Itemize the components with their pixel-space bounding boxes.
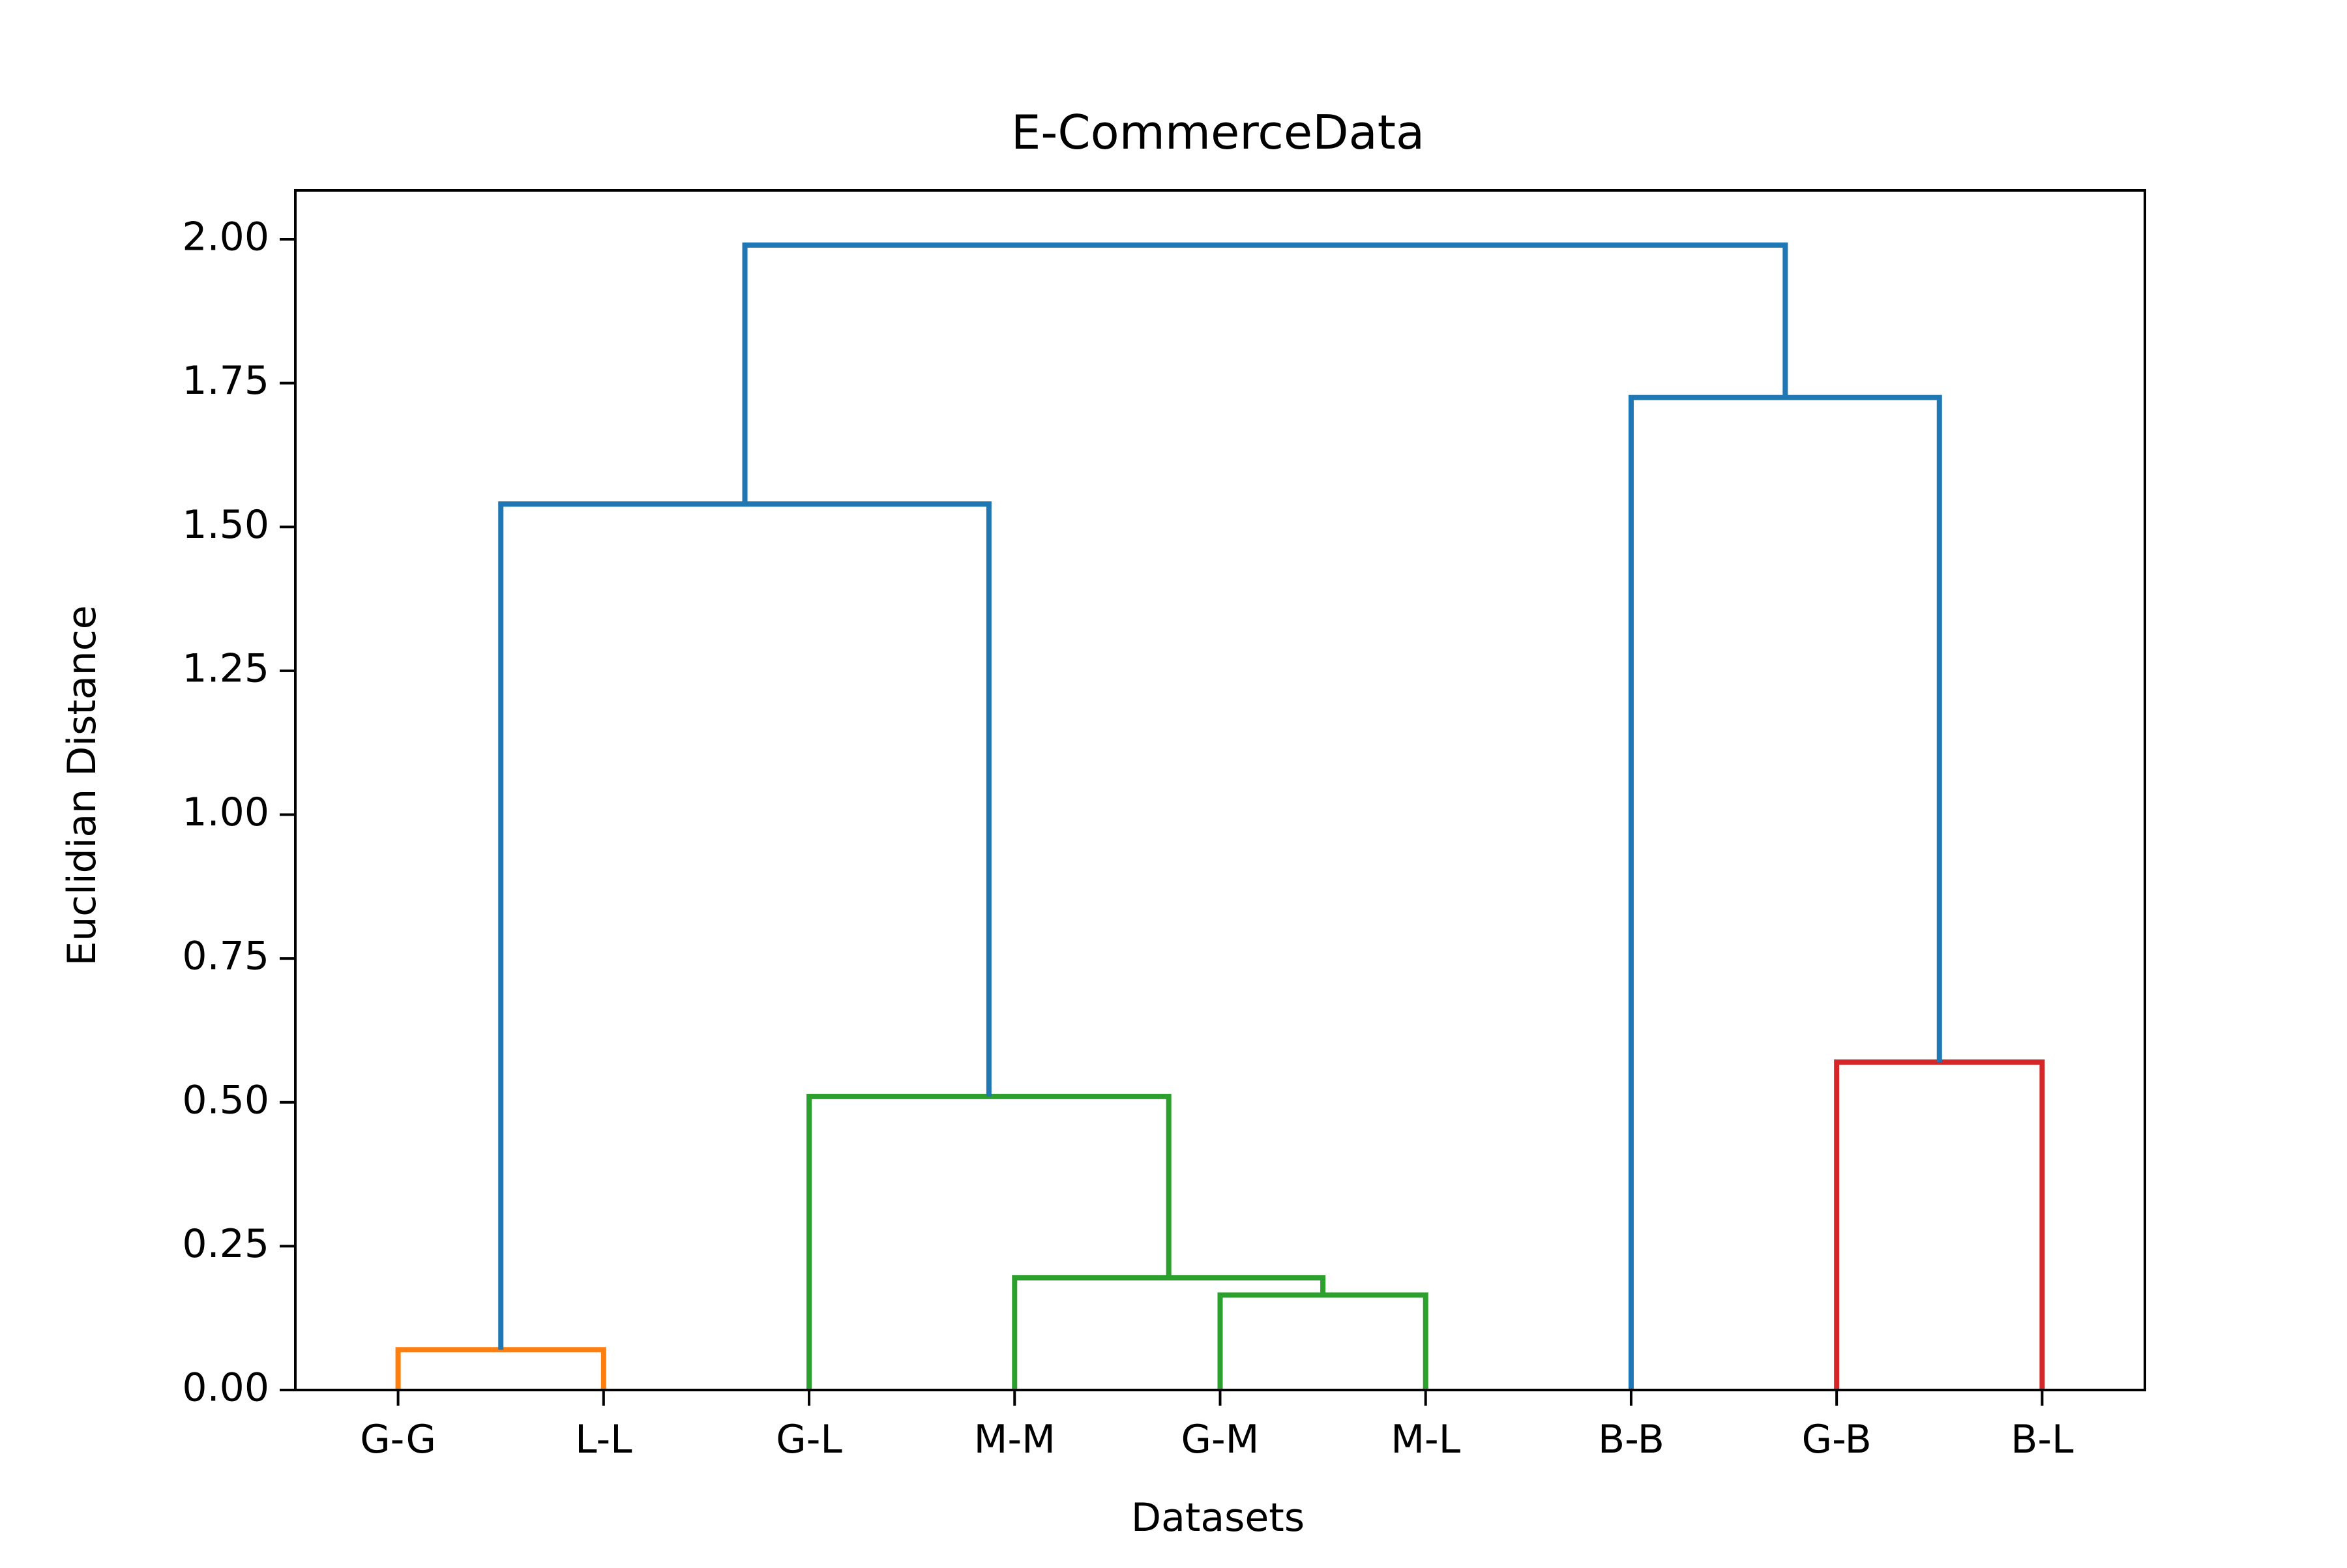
y-tick-label: 0.50 xyxy=(182,1077,269,1123)
x-tick-label: G-B xyxy=(1802,1417,1872,1462)
y-tick-label: 1.25 xyxy=(182,645,269,691)
y-tick-label: 0.75 xyxy=(182,934,269,979)
y-tick-label: 1.75 xyxy=(182,358,269,404)
y-axis-label: Euclidian Distance xyxy=(59,605,105,966)
dendrogram-link xyxy=(1628,394,1942,1390)
x-tick-label: M-M xyxy=(974,1417,1055,1462)
x-tick-label: M-L xyxy=(1391,1417,1460,1462)
x-tick-label: G-G xyxy=(360,1417,436,1462)
x-tick-label: L-L xyxy=(575,1417,632,1462)
y-tick-label: 1.50 xyxy=(182,502,269,548)
x-axis-label: Datasets xyxy=(1131,1495,1305,1541)
dendrogram-link xyxy=(1217,1292,1428,1390)
x-tick-label: G-M xyxy=(1181,1417,1260,1462)
y-tick-label: 0.25 xyxy=(182,1221,269,1267)
axes-layer: 0.00 0.25 0.50 0.75 1.00 1.25 1.50 1.75 2.00 G-G L… xyxy=(182,189,2146,1462)
dendrogram-link xyxy=(806,1093,1172,1390)
y-tick-label: 2.00 xyxy=(182,214,269,260)
dendrogram-link xyxy=(395,1347,606,1390)
dendrogram-link xyxy=(1834,1059,2045,1390)
x-tick-label: G-L xyxy=(776,1417,842,1462)
links-layer xyxy=(395,242,2045,1390)
y-tick-label: 0.00 xyxy=(182,1365,269,1411)
y-tick-label: 1.00 xyxy=(182,790,269,835)
x-tick-label: B-B xyxy=(1598,1417,1664,1462)
dendrogram-link xyxy=(742,242,1788,504)
x-tick-label: B-L xyxy=(2011,1417,2074,1462)
chart-title: E-CommerceData xyxy=(1011,105,1424,160)
